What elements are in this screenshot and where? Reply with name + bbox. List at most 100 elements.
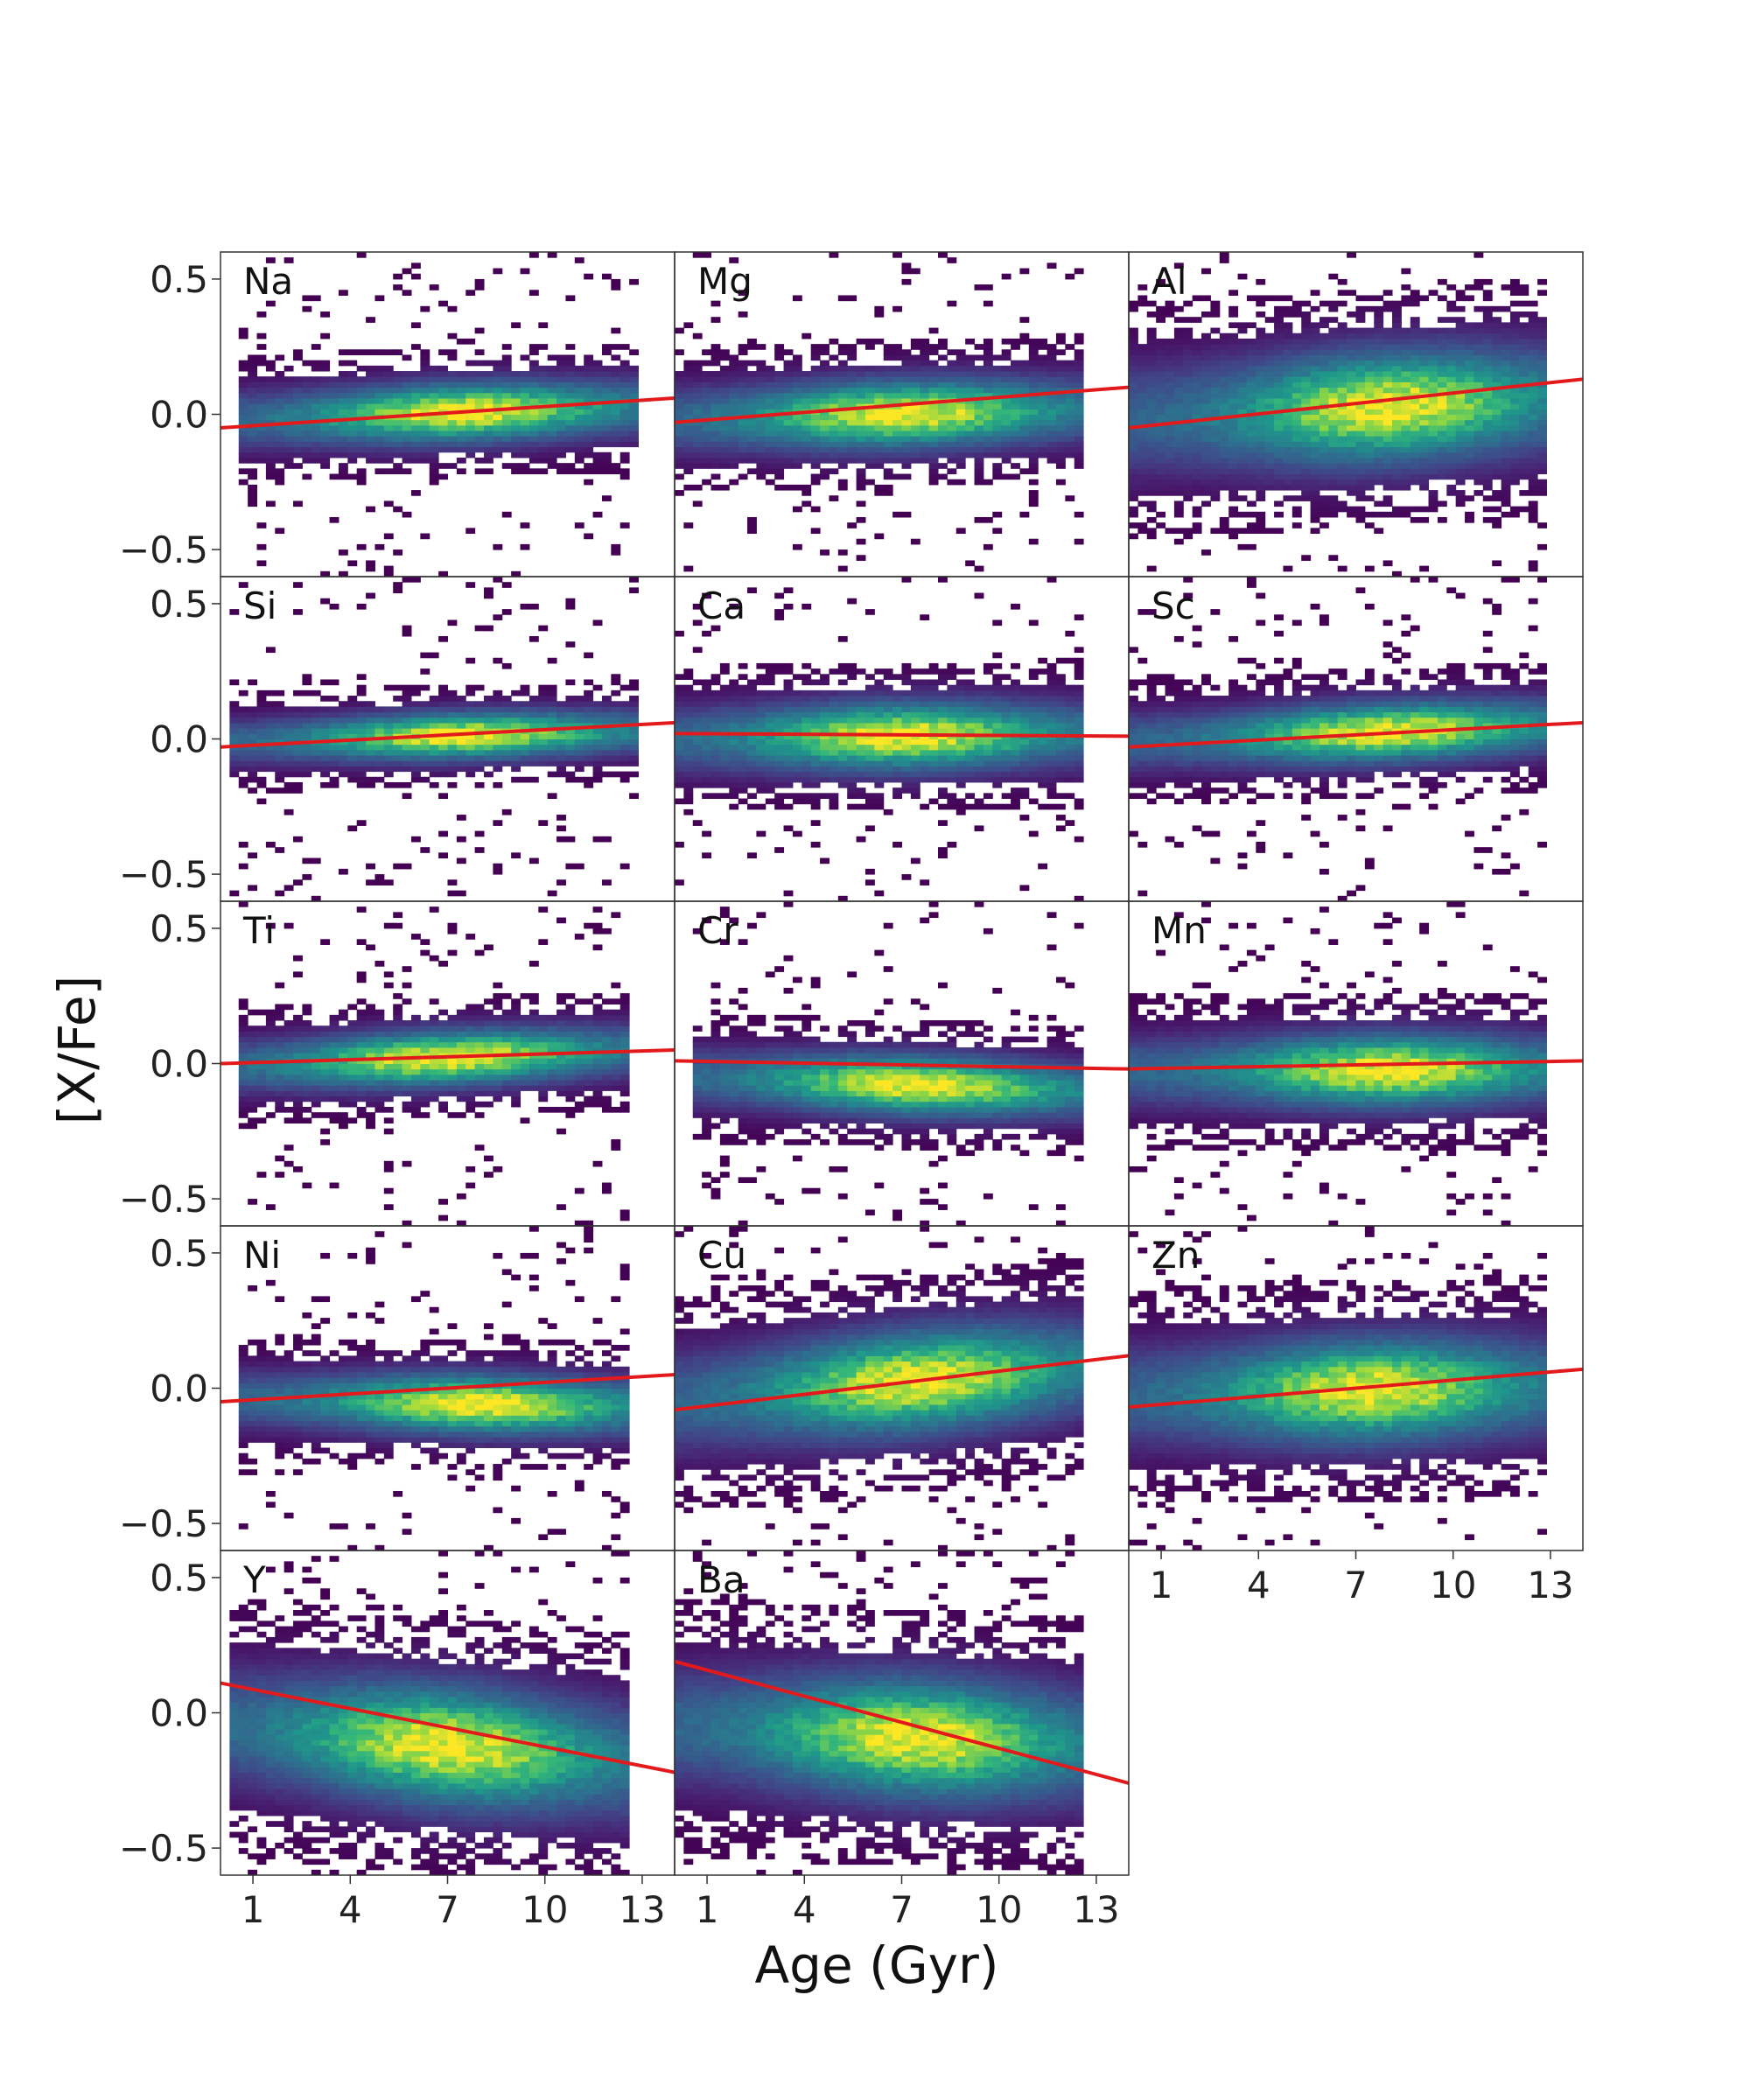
heatmap-bin <box>1228 403 1239 410</box>
heatmap-bin <box>856 409 866 415</box>
heatmap-bin <box>675 722 684 729</box>
heatmap-bin <box>1509 354 1520 361</box>
heatmap-bin <box>1465 371 1474 377</box>
heatmap-bin <box>1446 397 1457 404</box>
heatmap-bin <box>275 414 285 421</box>
heatmap-bin <box>429 744 439 751</box>
heatmap-bin <box>1210 463 1221 469</box>
heatmap-bin <box>1065 430 1075 437</box>
heatmap-bin <box>393 382 403 388</box>
heatmap-bin <box>456 858 466 864</box>
heatmap-bin <box>1419 349 1430 355</box>
heatmap-bin <box>1337 371 1348 377</box>
heatmap-bin <box>1310 327 1320 334</box>
heatmap-bin <box>611 550 621 556</box>
heatmap-bin <box>847 354 858 361</box>
heatmap-bin <box>792 414 802 421</box>
heatmap-bin <box>256 312 267 318</box>
heatmap-bin <box>293 733 303 739</box>
heatmap-bin <box>1347 376 1356 382</box>
heatmap-bin <box>820 766 830 773</box>
heatmap-bin <box>783 414 794 421</box>
heatmap-bin <box>302 749 312 756</box>
heatmap-bin <box>429 652 439 659</box>
heatmap-bin <box>1509 397 1520 404</box>
heatmap-bin <box>683 376 694 382</box>
heatmap-bin <box>1537 522 1547 528</box>
heatmap-bin <box>1419 414 1430 421</box>
heatmap-bin <box>1482 479 1493 486</box>
heatmap-bin <box>765 457 775 464</box>
heatmap-bin <box>692 441 703 448</box>
heatmap-bin <box>275 776 285 783</box>
heatmap-bin <box>683 760 694 766</box>
heatmap-bin <box>356 701 367 707</box>
heatmap-bin <box>374 365 385 372</box>
heatmap-bin <box>683 738 694 746</box>
heatmap-bin <box>438 382 448 388</box>
heatmap-bin <box>1310 392 1320 399</box>
heatmap-bin <box>1165 446 1175 453</box>
heatmap-bin <box>837 457 848 464</box>
heatmap-bin <box>837 781 848 788</box>
heatmap-bin <box>1228 452 1239 458</box>
heatmap-bin <box>329 781 340 788</box>
heatmap-bin <box>810 744 821 751</box>
heatmap-bin <box>1328 332 1339 340</box>
heatmap-bin <box>956 387 966 394</box>
heatmap-bin <box>420 376 430 382</box>
heatmap-bin <box>1419 295 1430 302</box>
heatmap-bin <box>420 755 430 761</box>
heatmap-bin <box>466 717 476 724</box>
heatmap-bin <box>702 744 712 751</box>
heatmap-bin <box>256 403 267 410</box>
heatmap-bin <box>265 473 276 480</box>
heatmap-bin <box>719 441 730 448</box>
heatmap-bin <box>1428 371 1438 377</box>
heatmap-bin <box>837 387 848 394</box>
heatmap-bin <box>366 560 375 567</box>
heatmap-bin <box>538 733 549 739</box>
heatmap-bin <box>402 781 412 788</box>
heatmap-bin <box>1201 387 1211 394</box>
heatmap-bin <box>574 430 584 437</box>
heatmap-bin <box>347 414 358 421</box>
heatmap-bin <box>629 679 639 686</box>
heatmap-bin <box>920 430 930 437</box>
heatmap-bin <box>1201 500 1211 508</box>
heatmap-bin <box>429 284 439 290</box>
heatmap-bin <box>1382 365 1393 372</box>
heatmap-bin <box>1046 365 1057 372</box>
heatmap-bin <box>1355 403 1366 410</box>
heatmap-bin <box>584 706 594 713</box>
heatmap-bin <box>1173 392 1184 399</box>
heatmap-bin <box>1201 397 1211 404</box>
heatmap-bin <box>1492 409 1502 415</box>
heatmap-bin <box>374 717 385 724</box>
heatmap-bin <box>774 344 785 350</box>
heatmap-bin <box>383 565 394 572</box>
heatmap-bin <box>1364 403 1375 410</box>
heatmap-bin <box>847 760 858 766</box>
heatmap-bin <box>456 430 466 437</box>
heatmap-bin <box>747 424 757 431</box>
heatmap-bin <box>847 397 858 404</box>
heatmap-bin <box>992 473 1003 480</box>
heatmap-bin <box>702 441 712 448</box>
heatmap-bin <box>1482 473 1493 480</box>
heatmap-bin <box>1474 452 1484 458</box>
heatmap-bin <box>1156 419 1166 426</box>
heatmap-bin <box>747 696 757 702</box>
heatmap-bin <box>302 424 312 431</box>
heatmap-bin <box>1246 409 1256 415</box>
heatmap-bin <box>338 387 348 394</box>
heatmap-bin <box>874 463 885 469</box>
heatmap-bin <box>765 419 775 426</box>
heatmap-bin <box>1519 424 1530 431</box>
heatmap-bin <box>1328 300 1339 307</box>
heatmap-bin <box>547 690 557 696</box>
heatmap-bin <box>1337 484 1348 491</box>
heatmap-bin <box>256 744 267 751</box>
heatmap-bin <box>947 371 957 377</box>
heatmap-bin <box>702 382 712 388</box>
